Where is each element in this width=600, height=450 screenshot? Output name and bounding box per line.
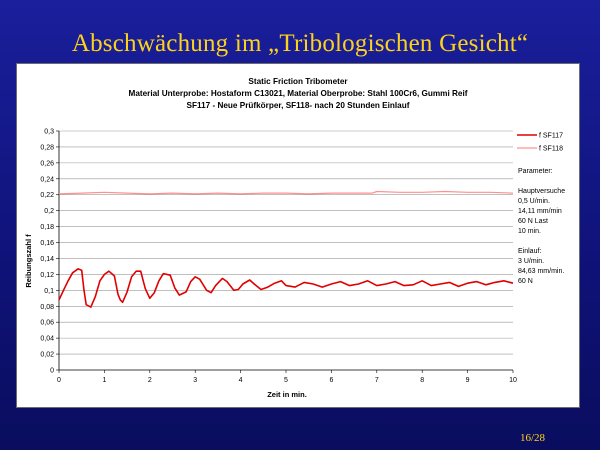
x-tick-label: 10 bbox=[509, 377, 517, 384]
y-axis-label: Reibungszahl f bbox=[24, 234, 33, 288]
y-tick-label: 0,08 bbox=[40, 304, 54, 311]
chart-subtitle-line-1: Material Unterprobe: Hostaform C13021, M… bbox=[128, 89, 468, 98]
y-tick-label: 0,24 bbox=[40, 176, 54, 183]
y-tick-label: 0 bbox=[50, 368, 54, 375]
annotation-line: Einlauf: bbox=[518, 248, 541, 255]
annotation-line: 3 U/min. bbox=[518, 258, 544, 265]
x-axis-label: Zeit in min. bbox=[267, 390, 307, 399]
y-tick-label: 0,3 bbox=[44, 129, 54, 136]
x-tick-label: 9 bbox=[466, 377, 470, 384]
annotation-line: 84,63 mm/min. bbox=[518, 268, 564, 275]
x-tick-label: 8 bbox=[420, 377, 424, 384]
x-tick-label: 6 bbox=[329, 377, 333, 384]
y-tick-label: 0,22 bbox=[40, 192, 54, 199]
annotation-line: 0,5 U/min. bbox=[518, 198, 550, 205]
slide-title: Abschwächung im „Tribologischen Gesicht“ bbox=[71, 30, 529, 57]
annotation-line: 60 N Last bbox=[518, 218, 548, 225]
chart-frame: Static Friction Tribometer Material Unte… bbox=[16, 63, 580, 408]
series-line-2 bbox=[58, 190, 514, 195]
annotation-line: Parameter: bbox=[518, 168, 553, 175]
series-line-1 bbox=[58, 268, 514, 308]
y-tick-label: 0,18 bbox=[40, 224, 54, 231]
annotation-line: 10 min. bbox=[518, 228, 541, 235]
x-tick-label: 5 bbox=[284, 377, 288, 384]
y-tick-label: 0,02 bbox=[40, 352, 54, 359]
y-tick-label: 0,16 bbox=[40, 240, 54, 247]
y-tick-label: 0,06 bbox=[40, 320, 54, 327]
legend-label-1: f SF117 bbox=[539, 133, 563, 140]
y-tick-label: 0,28 bbox=[40, 144, 54, 151]
x-tick-label: 2 bbox=[148, 377, 152, 384]
y-tick-label: 0,14 bbox=[40, 256, 54, 263]
legend-label-2: f SF118 bbox=[539, 146, 563, 153]
chart-plot: 0 0,02 0,04 0,06 0,08 0,1 0,12 0,14 0,16 0,18 0,2 0… bbox=[24, 129, 565, 400]
x-tick-label: 3 bbox=[193, 377, 197, 384]
y-tick-label: 0,12 bbox=[40, 272, 54, 279]
page-number: 16/28 bbox=[520, 432, 546, 444]
x-tick-label: 7 bbox=[375, 377, 379, 384]
annotation-line: 60 N bbox=[518, 278, 533, 285]
chart-title: Static Friction Tribometer bbox=[248, 77, 348, 86]
y-tick-label: 0,2 bbox=[44, 208, 54, 215]
x-tick-label: 0 bbox=[57, 377, 61, 384]
annotation-line: 14,11 mm/min bbox=[518, 208, 562, 215]
y-tick-label: 0,26 bbox=[40, 160, 54, 167]
y-tick-label: 0,04 bbox=[40, 336, 54, 343]
x-tick-label: 4 bbox=[239, 377, 243, 384]
y-tick-label: 0,1 bbox=[44, 288, 54, 295]
x-tick-label: 1 bbox=[102, 377, 106, 384]
chart-subtitle-line-2: SF117 - Neue Prüfkörper, SF118- nach 20 … bbox=[186, 101, 410, 110]
annotation-line: Hauptversuche bbox=[518, 188, 565, 195]
